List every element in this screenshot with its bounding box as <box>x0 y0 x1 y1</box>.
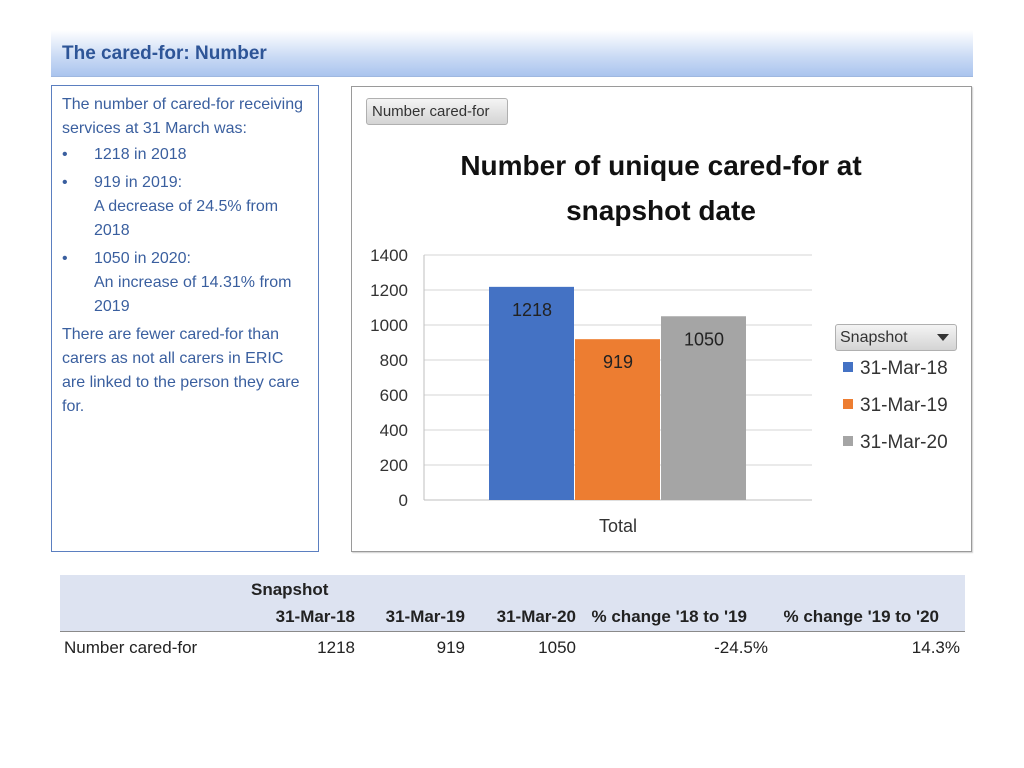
y-tick-label: 800 <box>380 351 408 370</box>
table-cell: -24.5% <box>714 638 768 657</box>
bullet-line-main: 1218 in 2018 <box>94 146 187 163</box>
table-cell: 14.3% <box>911 638 960 657</box>
bar <box>661 316 746 500</box>
y-tick-label: 1000 <box>370 316 408 335</box>
legend-label: 31-Mar-19 <box>860 395 948 416</box>
pivot-field-label: Number cared-for <box>372 103 490 120</box>
y-tick-label: 600 <box>380 386 408 405</box>
legend-item: 31-Mar-20 <box>843 432 948 454</box>
data-label: 1050 <box>684 329 724 349</box>
chart-title: Number of unique cared-for at <box>460 150 861 181</box>
data-table: Snapshot 31-Mar-18 31-Mar-19 31-Mar-20 %… <box>60 575 965 662</box>
row-label: Number cared-for <box>64 638 198 657</box>
x-tick-label: Total <box>599 516 637 536</box>
legend-swatch <box>843 362 853 372</box>
page-title: The cared-for: Number <box>62 43 267 64</box>
bar <box>575 339 660 500</box>
bar-chart: Number of unique cared-for at snapshot da… <box>370 150 862 536</box>
data-label: 919 <box>603 352 633 372</box>
table-cell: 1050 <box>538 638 576 657</box>
legend-filter-dropdown[interactable]: Snapshot <box>835 324 957 351</box>
summary-text-box: The number of cared-for receiving servic… <box>51 85 319 552</box>
table-row: Number cared-for 1218 919 1050 -24.5% 14… <box>60 632 965 662</box>
summary-intro: The number of cared-for receiving servic… <box>62 96 303 137</box>
column-header: 31-Mar-19 <box>385 607 465 626</box>
legend-item: 31-Mar-18 <box>843 358 948 380</box>
summary-bullet-2018: • 1218 in 2018 <box>62 143 310 167</box>
chart-title: snapshot date <box>566 195 756 226</box>
table-cell: 1218 <box>317 638 355 657</box>
bullet-line-detail: An increase of 14.31% from 2019 <box>94 274 292 315</box>
summary-bullet-2019: • 919 in 2019: A decrease of 24.5% from … <box>62 171 310 243</box>
legend-filter-label: Snapshot <box>840 329 908 346</box>
y-tick-label: 1200 <box>370 281 408 300</box>
bullet-line-main: 919 in 2019: <box>94 174 183 191</box>
bullet-icon: • <box>62 146 68 163</box>
summary-bullet-2020: • 1050 in 2020: An increase of 14.31% fr… <box>62 247 310 319</box>
bar <box>489 286 574 500</box>
y-tick-label: 200 <box>380 456 408 475</box>
legend-label: 31-Mar-20 <box>860 432 948 453</box>
y-tick-label: 400 <box>380 421 408 440</box>
data-label: 1218 <box>512 300 552 320</box>
y-tick-label: 0 <box>399 491 408 510</box>
column-header: % change '19 to '20 <box>783 607 939 626</box>
table-cell: 919 <box>436 638 465 657</box>
legend-item: 31-Mar-19 <box>843 395 948 417</box>
chevron-down-icon <box>937 334 949 341</box>
title-bar: The cared-for: Number <box>51 30 973 77</box>
chart-panel: Number of unique cared-for at snapshot da… <box>351 86 972 552</box>
bullet-icon: • <box>62 174 68 191</box>
bullet-icon: • <box>62 250 68 267</box>
legend-label: 31-Mar-18 <box>860 358 948 379</box>
summary-bullet-list: • 1218 in 2018 • 919 in 2019: A decrease… <box>62 143 310 319</box>
bullet-line-main: 1050 in 2020: <box>94 250 191 267</box>
summary-note: There are fewer cared-for than carers as… <box>62 326 300 415</box>
column-header: 31-Mar-20 <box>496 607 576 626</box>
legend-swatch <box>843 399 853 409</box>
column-header: 31-Mar-18 <box>275 607 355 626</box>
pivot-field-button[interactable]: Number cared-for <box>366 98 508 125</box>
table-group-header: Snapshot <box>251 580 329 599</box>
legend-swatch <box>843 436 853 446</box>
y-tick-label: 1400 <box>370 246 408 265</box>
column-header: % change '18 to '19 <box>591 607 747 626</box>
table-header: Snapshot 31-Mar-18 31-Mar-19 31-Mar-20 %… <box>60 575 965 632</box>
bullet-line-detail: A decrease of 24.5% from 2018 <box>94 198 279 239</box>
